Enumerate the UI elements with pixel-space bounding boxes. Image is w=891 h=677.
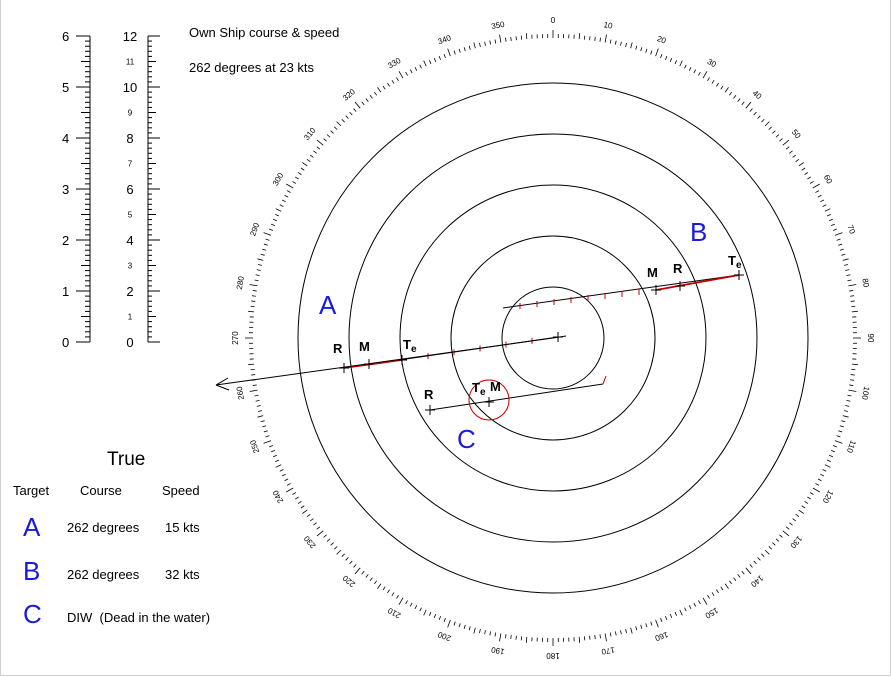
relative-motion-lines — [339, 270, 744, 421]
own-ship-caption: Own Ship course & speed — [189, 25, 339, 40]
range-ring — [348, 133, 758, 543]
row-a-course: 262 degrees — [67, 520, 140, 535]
compass-label: 30 — [706, 57, 719, 70]
own-ship-course-arrow — [215, 335, 567, 391]
range-ring — [501, 286, 605, 390]
scale-left-label: 4 — [62, 131, 69, 146]
scale-right-minor-label: 3 — [128, 262, 133, 271]
scale-left: 0 1 2 3 4 5 6 — [62, 29, 91, 350]
scale-right-label: 10 — [123, 80, 137, 95]
compass-label: 150 — [703, 606, 720, 621]
compass-label: 190 — [490, 645, 505, 656]
point-label-a-t: Te — [403, 337, 417, 355]
point-label-b-r: R — [673, 261, 683, 276]
rml-b-red-segment — [655, 274, 740, 291]
compass-label: 60 — [822, 173, 835, 186]
compass-label: 220 — [341, 573, 357, 589]
scale-right-minor-label: 7 — [128, 160, 133, 169]
rml-b — [502, 274, 740, 309]
compass-label: 90 — [866, 334, 875, 343]
compass-label: 20 — [656, 34, 668, 46]
compass-label: 200 — [436, 630, 452, 643]
scale-right-minor-label: 5 — [128, 211, 133, 220]
scale-right-label: 6 — [126, 182, 133, 197]
point-label-a-r: R — [333, 341, 343, 356]
row-c-course: DIW (Dead in the water) — [67, 610, 210, 625]
header-target: Target — [13, 483, 50, 498]
scale-right-label: 2 — [126, 284, 133, 299]
point-label-b-m: M — [647, 265, 658, 280]
row-a-speed: 15 kts — [165, 520, 200, 535]
rml-c — [429, 383, 604, 411]
scale-right-minor-label: 11 — [126, 58, 135, 67]
row-b-letter: B — [23, 556, 40, 586]
compass-label: 100 — [860, 386, 871, 401]
compass-label: 160 — [653, 630, 669, 643]
compass-label: 10 — [603, 20, 614, 31]
point-label-a-m: M — [359, 339, 370, 354]
compass-label: 310 — [302, 126, 318, 142]
scale-right-label: 0 — [126, 335, 133, 350]
point-label-b-t: Te — [728, 253, 742, 271]
scale-left-label: 3 — [62, 182, 69, 197]
row-c-letter: C — [23, 599, 42, 629]
scale-left-label: 1 — [62, 284, 69, 299]
compass-label: 40 — [751, 89, 764, 102]
true-motion-table: True Target Course Speed A 262 degrees 1… — [13, 449, 210, 629]
own-ship-value: 262 degrees at 23 kts — [189, 60, 315, 75]
compass-label: 240 — [271, 488, 286, 505]
compass-label: 0 — [551, 16, 556, 25]
scale-left-label: 0 — [62, 335, 69, 350]
compass-label: 50 — [790, 128, 803, 141]
scale-left-label: 5 — [62, 80, 69, 95]
point-label-c-r: R — [424, 387, 434, 402]
table-title: True — [107, 449, 145, 470]
range-ring — [450, 235, 656, 441]
scale-right: 0 2 4 6 8 10 12 1 3 5 7 9 11 — [123, 29, 160, 350]
target-label-b: B — [690, 217, 707, 247]
compass-label: 260 — [235, 385, 246, 400]
scale-left-label: 6 — [62, 29, 69, 44]
compass-label: 80 — [860, 278, 871, 289]
range-ring — [297, 82, 809, 594]
header-speed: Speed — [162, 483, 200, 498]
range-rings — [297, 82, 809, 594]
row-a-letter: A — [23, 512, 41, 542]
target-label-a: A — [319, 290, 337, 320]
compass-label: 140 — [749, 573, 765, 589]
point-label-c-t: Te — [472, 380, 486, 398]
compass-label: 270 — [231, 331, 240, 345]
compass-label: 350 — [491, 20, 506, 31]
compass-label: 280 — [235, 275, 246, 290]
scale-right-label: 12 — [123, 29, 137, 44]
compass-label: 300 — [271, 171, 286, 188]
compass-label: 120 — [820, 489, 835, 506]
compass-label: 70 — [845, 224, 857, 236]
compass-label: 230 — [302, 534, 318, 550]
compass-label: 320 — [341, 87, 357, 103]
range-ring — [399, 184, 707, 492]
scale-left-label: 2 — [62, 233, 69, 248]
row-b-speed: 32 kts — [165, 567, 200, 582]
row-b-course: 262 degrees — [67, 567, 140, 582]
header-course: Course — [80, 483, 122, 498]
compass-label: 330 — [386, 56, 403, 71]
scale-right-label: 4 — [126, 233, 133, 248]
rml-c-end — [602, 375, 607, 385]
scale-right-minor-label: 1 — [128, 313, 133, 322]
compass-label: 130 — [788, 534, 804, 550]
compass-label: 250 — [248, 438, 261, 454]
target-label-c: C — [457, 424, 476, 454]
compass-label: 290 — [248, 221, 261, 237]
scale-right-minor-label: 9 — [128, 109, 133, 118]
point-label-c-m: M — [490, 379, 501, 394]
scale-right-label: 8 — [126, 131, 133, 146]
compass-label: 340 — [437, 33, 453, 46]
compass-label: 110 — [845, 439, 858, 455]
compass-label: 170 — [600, 645, 615, 656]
compass-label: 180 — [546, 651, 560, 660]
target-c-circle — [468, 379, 510, 421]
compass-label: 210 — [386, 605, 403, 620]
